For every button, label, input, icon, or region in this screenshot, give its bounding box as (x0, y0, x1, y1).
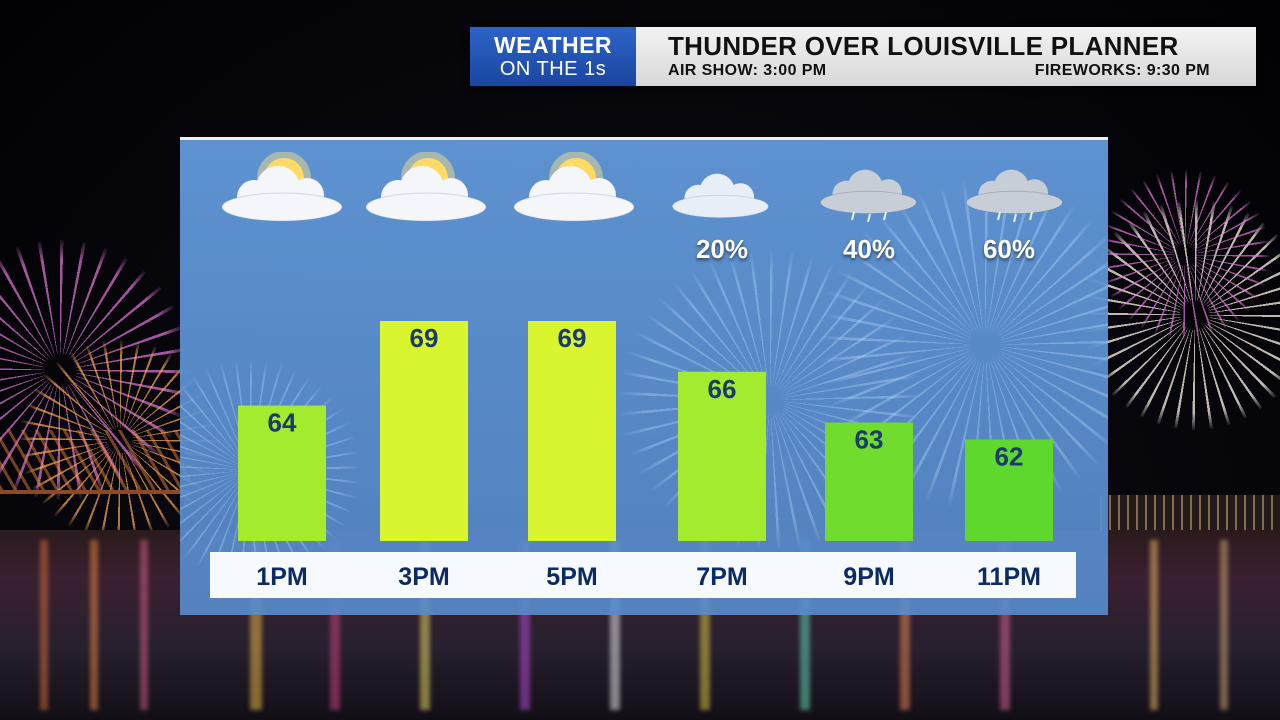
reflection (800, 540, 810, 710)
schedule-line: AIR SHOW: 3:00 PM FIREWORKS: 9:30 PM (668, 61, 1210, 81)
value-label: 63 (855, 425, 884, 455)
reflection (330, 540, 340, 710)
firework-right-pink (1100, 170, 1270, 340)
reflection (1150, 540, 1158, 710)
reflection (420, 540, 430, 710)
bar-9pm (825, 422, 913, 541)
weather-on-the-1s-logo: WEATHER ON THE 1s (470, 27, 636, 86)
x-tick-label: 11PM (977, 563, 1041, 591)
partly-sunny-icon (356, 151, 496, 232)
bar-1pm (238, 405, 326, 541)
bar-11pm (965, 439, 1053, 541)
rain-chance-label: 60% (982, 234, 1036, 264)
fireworks-time: FIREWORKS: 9:30 PM (1034, 62, 1210, 79)
bar-7pm (678, 371, 766, 541)
cloudy-icon (650, 162, 790, 242)
reflection (1000, 540, 1010, 710)
logo-line1: WEATHER (493, 32, 613, 58)
value-label: 69 (558, 323, 587, 353)
reflection (140, 540, 148, 710)
showers-icon (798, 162, 938, 242)
reflection (700, 540, 710, 710)
reflection (90, 540, 98, 710)
chart-panel (180, 137, 1108, 615)
x-axis: 1PM 3PM 5PM 7PM 9PM 11PM (210, 552, 1076, 598)
showers-icon (944, 162, 1084, 242)
rain-chance-label: 40% (842, 234, 896, 264)
partly-sunny-icon (504, 151, 644, 232)
bar-3pm (380, 321, 468, 541)
reflection (610, 540, 620, 710)
title-box: THUNDER OVER LOUISVILLE PLANNER AIR SHOW… (636, 27, 1256, 86)
rain-chance-label: 20% (695, 234, 749, 264)
logo-line2: ON THE 1s (499, 58, 607, 80)
x-tick-label: 9PM (843, 563, 895, 591)
city-lights (1100, 495, 1280, 530)
value-label: 64 (268, 408, 297, 438)
page-title: THUNDER OVER LOUISVILLE PLANNER (668, 31, 1179, 61)
x-tick-label: 3PM (398, 563, 450, 591)
value-label: 62 (995, 441, 1024, 471)
reflection (900, 540, 910, 710)
bridge (0, 430, 190, 494)
value-label: 69 (410, 323, 439, 353)
value-label: 66 (708, 374, 737, 404)
reflection (520, 540, 530, 710)
partly-sunny-icon (212, 151, 352, 232)
reflection (40, 540, 48, 710)
bar-5pm (528, 321, 616, 541)
header-banner: WEATHER ON THE 1s THUNDER OVER LOUISVILL… (470, 27, 1256, 86)
reflection (1220, 540, 1228, 710)
x-tick-label: 5PM (546, 563, 598, 591)
x-tick-label: 7PM (696, 563, 748, 591)
x-tick-label: 1PM (256, 563, 308, 591)
air-show-time: AIR SHOW: 3:00 PM (668, 62, 827, 79)
